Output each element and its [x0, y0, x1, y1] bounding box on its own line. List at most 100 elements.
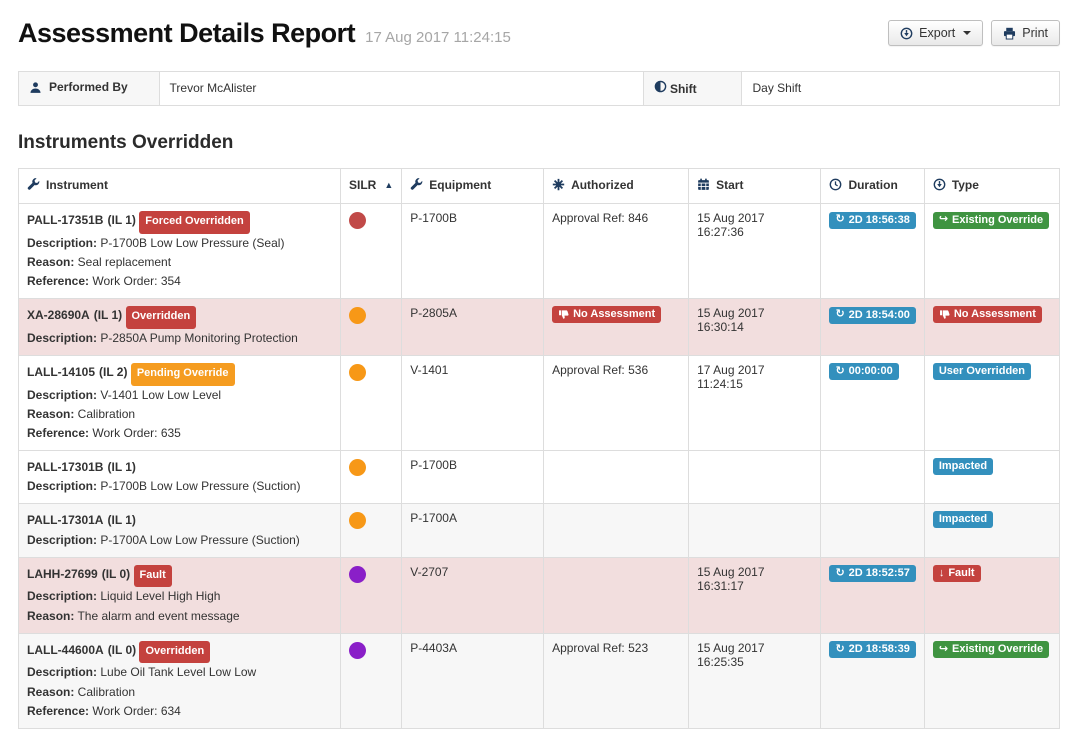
wrench-icon	[411, 178, 423, 190]
duration-cell	[820, 450, 925, 505]
status-badge: Forced Overridden	[139, 211, 250, 234]
equipment-cell: V-1401	[401, 354, 545, 452]
description-line: Description: P-1700B Low Low Pressure (S…	[27, 479, 301, 494]
instruments-table: Instrument SILR ▲ Equipment	[18, 167, 1061, 729]
authorized-badge: No Assessment	[552, 306, 662, 324]
duration-badge: ↻ 2D 18:52:57	[829, 565, 916, 583]
silr-indicator	[348, 641, 366, 659]
start-cell	[688, 450, 822, 505]
type-badge: ↪ Existing Override	[932, 211, 1050, 229]
authorized-cell: Approval Ref: 846	[543, 202, 690, 300]
sort-up-icon: ▲	[384, 179, 394, 190]
instrument-tag: PALL-17351B	[27, 213, 104, 227]
status-badge: Fault	[133, 564, 172, 588]
column-header-duration[interactable]: Duration	[820, 167, 925, 204]
type-cell: ↪ Existing Override	[923, 632, 1061, 729]
table-row: LALL-44600A (IL 0) Overridden Description…	[18, 632, 1061, 729]
table-row: PALL-17301A (IL 1) Description: P-1700A L…	[18, 503, 1061, 558]
duration-badge: ↻ 00:00:00	[829, 363, 899, 381]
status-badge: Overridden	[139, 640, 211, 664]
equipment-cell: P-1700B	[401, 450, 545, 505]
reason-line: Reason: Seal replacement	[27, 254, 172, 269]
silr-cell	[339, 298, 403, 356]
column-header-instrument[interactable]: Instrument	[18, 167, 341, 204]
circle-down-icon	[933, 178, 946, 191]
thumbs-down-icon	[559, 310, 569, 319]
description-line: Description: P-1700A Low Low Pressure (S…	[27, 532, 300, 547]
equipment-cell: P-4403A	[401, 632, 545, 729]
silr-indicator	[348, 212, 366, 229]
instrument-tag: LAHH-27699	[27, 566, 98, 581]
silr-indicator	[348, 459, 366, 477]
instruments-table-body: PALL-17351B (IL 1) Forced Overridden Desc…	[18, 202, 1061, 729]
duration-badge: ↻ 2D 18:54:00	[829, 306, 916, 324]
export-button-label: Export	[919, 26, 956, 40]
refresh-icon: ↻	[835, 364, 845, 377]
integrity-level: (IL 1)	[93, 308, 123, 323]
silr-cell	[339, 556, 403, 634]
type-cell: No Assessment	[923, 298, 1061, 356]
status-badge: Pending Override	[130, 362, 235, 386]
integrity-level: (IL 1)	[107, 513, 136, 528]
integrity-level: (IL 0)	[107, 642, 137, 657]
clock-icon	[830, 178, 842, 191]
toolbar: Export Print	[888, 20, 1060, 46]
integrity-level: (IL 1)	[107, 213, 136, 227]
authorized-cell	[543, 503, 690, 558]
report-header: Assessment Details Report 17 Aug 2017 11…	[18, 18, 1060, 49]
column-header-start[interactable]: Start	[688, 167, 822, 204]
integrity-level: (IL 1)	[107, 460, 136, 475]
description-line: Description: P-1700B Low Low Pressure (S…	[27, 235, 285, 250]
duration-cell: ↻ 2D 18:56:38	[820, 202, 925, 300]
description-line: Description: P-2850A Pump Monitoring Pro…	[27, 330, 298, 345]
start-cell: 17 Aug 2017 11:24:15	[688, 354, 822, 452]
printer-icon	[1004, 27, 1016, 40]
start-cell: 15 Aug 2017 16:30:14	[688, 298, 822, 356]
integrity-level: (IL 2)	[99, 364, 128, 379]
instrument-tag: PALL-17301B	[27, 460, 104, 475]
thumbs-down-icon	[939, 310, 950, 319]
equipment-cell: P-2805A	[401, 298, 545, 356]
dropdown-caret-icon	[963, 31, 972, 35]
column-header-silr[interactable]: SILR ▲	[339, 167, 403, 204]
type-badge: User Overridden	[932, 362, 1032, 380]
status-badge: Overridden	[125, 306, 197, 329]
refresh-icon: ↻	[835, 308, 845, 321]
start-cell: 15 Aug 2017 16:25:35	[688, 632, 822, 729]
duration-cell	[820, 503, 925, 558]
refresh-icon: ↻	[835, 213, 845, 225]
table-row: LAHH-27699 (IL 0) Fault Description: Liqu…	[18, 556, 1061, 634]
reason-line: Reason: Calibration	[27, 684, 136, 699]
instrument-cell: LALL-44600A (IL 0) Overridden Description…	[18, 632, 341, 729]
type-badge: No Assessment	[932, 306, 1042, 324]
instrument-cell: PALL-17301A (IL 1) Description: P-1700A L…	[18, 503, 341, 558]
table-row: PALL-17351B (IL 1) Forced Overridden Desc…	[18, 202, 1061, 300]
export-button[interactable]: Export	[888, 20, 984, 46]
refresh-icon: ↻	[835, 566, 845, 579]
type-cell: ↓ Fault	[923, 556, 1061, 634]
instrument-tag: LALL-44600A	[27, 642, 104, 657]
silr-cell	[339, 202, 403, 300]
performed-by-label: Performed By	[49, 80, 128, 94]
table-row: PALL-17301B (IL 1) Description: P-1700B L…	[18, 450, 1061, 505]
column-header-equipment[interactable]: Equipment	[401, 167, 545, 204]
shift-label: Shift	[669, 82, 697, 97]
calendar-icon	[698, 178, 709, 190]
description-line: Description: V-1401 Low Low Level	[27, 387, 222, 402]
type-cell: User Overridden	[923, 354, 1061, 452]
authorized-cell	[543, 450, 690, 505]
equipment-cell: V-2707	[401, 556, 545, 634]
duration-badge: ↻ 2D 18:56:38	[829, 211, 916, 229]
column-header-authorized[interactable]: Authorized	[543, 167, 690, 204]
report-timestamp: 17 Aug 2017 11:24:15	[365, 29, 511, 46]
reason-line: Reason: The alarm and event message	[27, 608, 240, 623]
duration-badge: ↻ 2D 18:58:39	[829, 641, 916, 659]
start-cell: 15 Aug 2017 16:27:36	[688, 202, 822, 300]
print-button[interactable]: Print	[991, 20, 1060, 46]
authorized-cell: Approval Ref: 536	[543, 354, 690, 452]
description-line: Description: Lube Oil Tank Level Low Low	[27, 665, 257, 680]
column-header-type[interactable]: Type	[923, 167, 1061, 204]
instrument-cell: PALL-17351B (IL 1) Forced Overridden Desc…	[18, 202, 341, 300]
instrument-cell: LALL-14105 (IL 2) Pending Override Descri…	[18, 354, 341, 452]
arrow-down-icon: ↓	[938, 566, 945, 579]
